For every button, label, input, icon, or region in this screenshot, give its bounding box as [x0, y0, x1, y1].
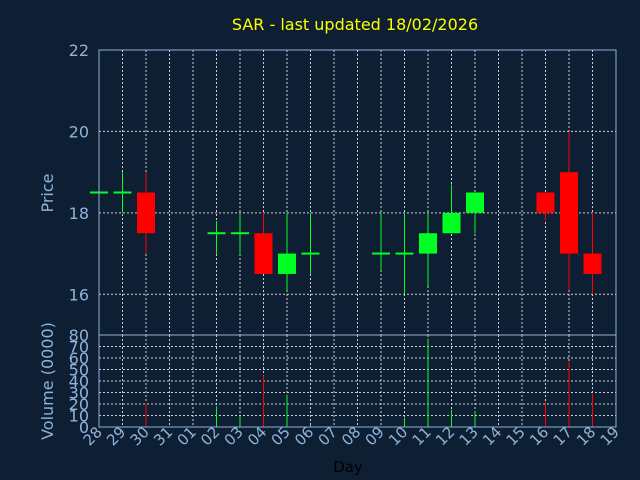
candle-body	[301, 252, 320, 255]
volume-tick-label: 80	[69, 326, 89, 345]
volume-tick-label: 30	[69, 384, 89, 403]
candle-body	[536, 192, 555, 213]
chart-title: SAR - last updated 18/02/2026	[232, 15, 478, 34]
volume-axis-label: Volume (0000)	[38, 322, 57, 440]
candle-body	[137, 192, 155, 234]
candle-body	[395, 252, 414, 255]
price-tick-label: 22	[69, 41, 89, 60]
candle-body	[231, 232, 249, 235]
volume-tick-label: 40	[69, 372, 89, 391]
candle-body	[207, 232, 226, 235]
candle-body	[419, 233, 437, 254]
price-tick-label: 20	[69, 122, 89, 141]
candle-body	[583, 253, 602, 274]
candle-body	[372, 252, 390, 255]
plot-frames	[98, 49, 617, 428]
candle-body	[113, 191, 132, 194]
volume-grid	[99, 335, 616, 427]
volume-tick-label: 0	[79, 418, 89, 437]
volume-tick-label: 70	[69, 338, 89, 357]
volume-bars	[145, 338, 593, 427]
price-tick-label: 18	[69, 204, 89, 223]
volume-frame	[98, 334, 617, 428]
price-axis-label: Price	[38, 173, 57, 212]
price-tick-label: 16	[69, 285, 89, 304]
day-axis-label: Day	[333, 458, 363, 476]
volume-tick-label: 60	[69, 349, 89, 368]
volume-tick-label: 20	[69, 395, 89, 414]
volume-tick-label: 50	[69, 361, 89, 380]
volume-tick-label: 10	[69, 407, 89, 426]
candle-body	[442, 212, 461, 234]
candle-body	[466, 192, 484, 213]
candle-body	[560, 172, 578, 254]
candles	[90, 131, 602, 295]
candle-body	[254, 233, 273, 274]
x-tick-labels: 2829303101020304050607080910111213141516…	[80, 423, 623, 449]
candle-body	[278, 253, 296, 274]
